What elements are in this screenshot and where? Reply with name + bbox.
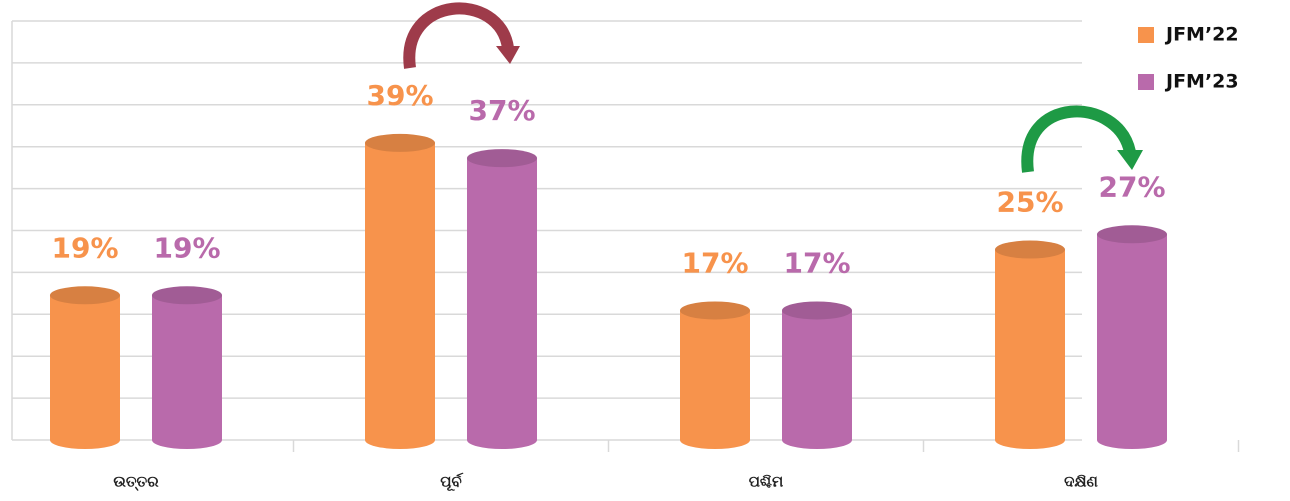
- bar: [995, 249, 1065, 440]
- arrow-decrease: [403, 2, 520, 69]
- data-label: 19%: [153, 231, 220, 264]
- x-tick-label: ଦକ୍ଷିଣ: [1064, 473, 1098, 491]
- legend-label: JFM’22: [1164, 24, 1239, 46]
- legend-swatch: [1138, 27, 1154, 43]
- bar-top: [365, 133, 435, 152]
- bar: [467, 158, 537, 441]
- data-label: 39%: [366, 79, 433, 112]
- bar: [50, 295, 120, 440]
- legend-label: JFM’23: [1164, 71, 1239, 93]
- bar: [1097, 234, 1167, 440]
- arrow-increase: [1021, 105, 1143, 173]
- data-label: 25%: [996, 186, 1063, 219]
- bar: [365, 142, 435, 440]
- bar-top: [782, 301, 852, 320]
- bar-top: [680, 301, 750, 320]
- bar-top: [995, 240, 1065, 259]
- data-label: 17%: [681, 246, 748, 279]
- bar: [152, 295, 222, 440]
- bar-top: [152, 286, 222, 305]
- x-tick-label: ପୂର୍ବ: [440, 472, 463, 492]
- bar-top: [467, 149, 537, 168]
- plot: ଉତ୍ତର 19% 19% ପୂର୍ବ 39% 37% ପଶ୍ଚିମ 17% 17% ଦକ୍ଷିଣ…: [11, 20, 1240, 492]
- data-label: 27%: [1098, 170, 1165, 203]
- data-label: 17%: [783, 246, 850, 279]
- bar: [782, 310, 852, 440]
- data-label: 37%: [468, 94, 535, 127]
- bar: [680, 310, 750, 440]
- legend-swatch: [1138, 74, 1154, 90]
- bar-top: [1097, 225, 1167, 244]
- x-tick-label: ପଶ୍ଚିମ: [749, 473, 784, 491]
- data-label: 19%: [51, 231, 118, 264]
- x-tick-label: ଉତ୍ତର: [113, 473, 159, 492]
- bar-top: [50, 286, 120, 305]
